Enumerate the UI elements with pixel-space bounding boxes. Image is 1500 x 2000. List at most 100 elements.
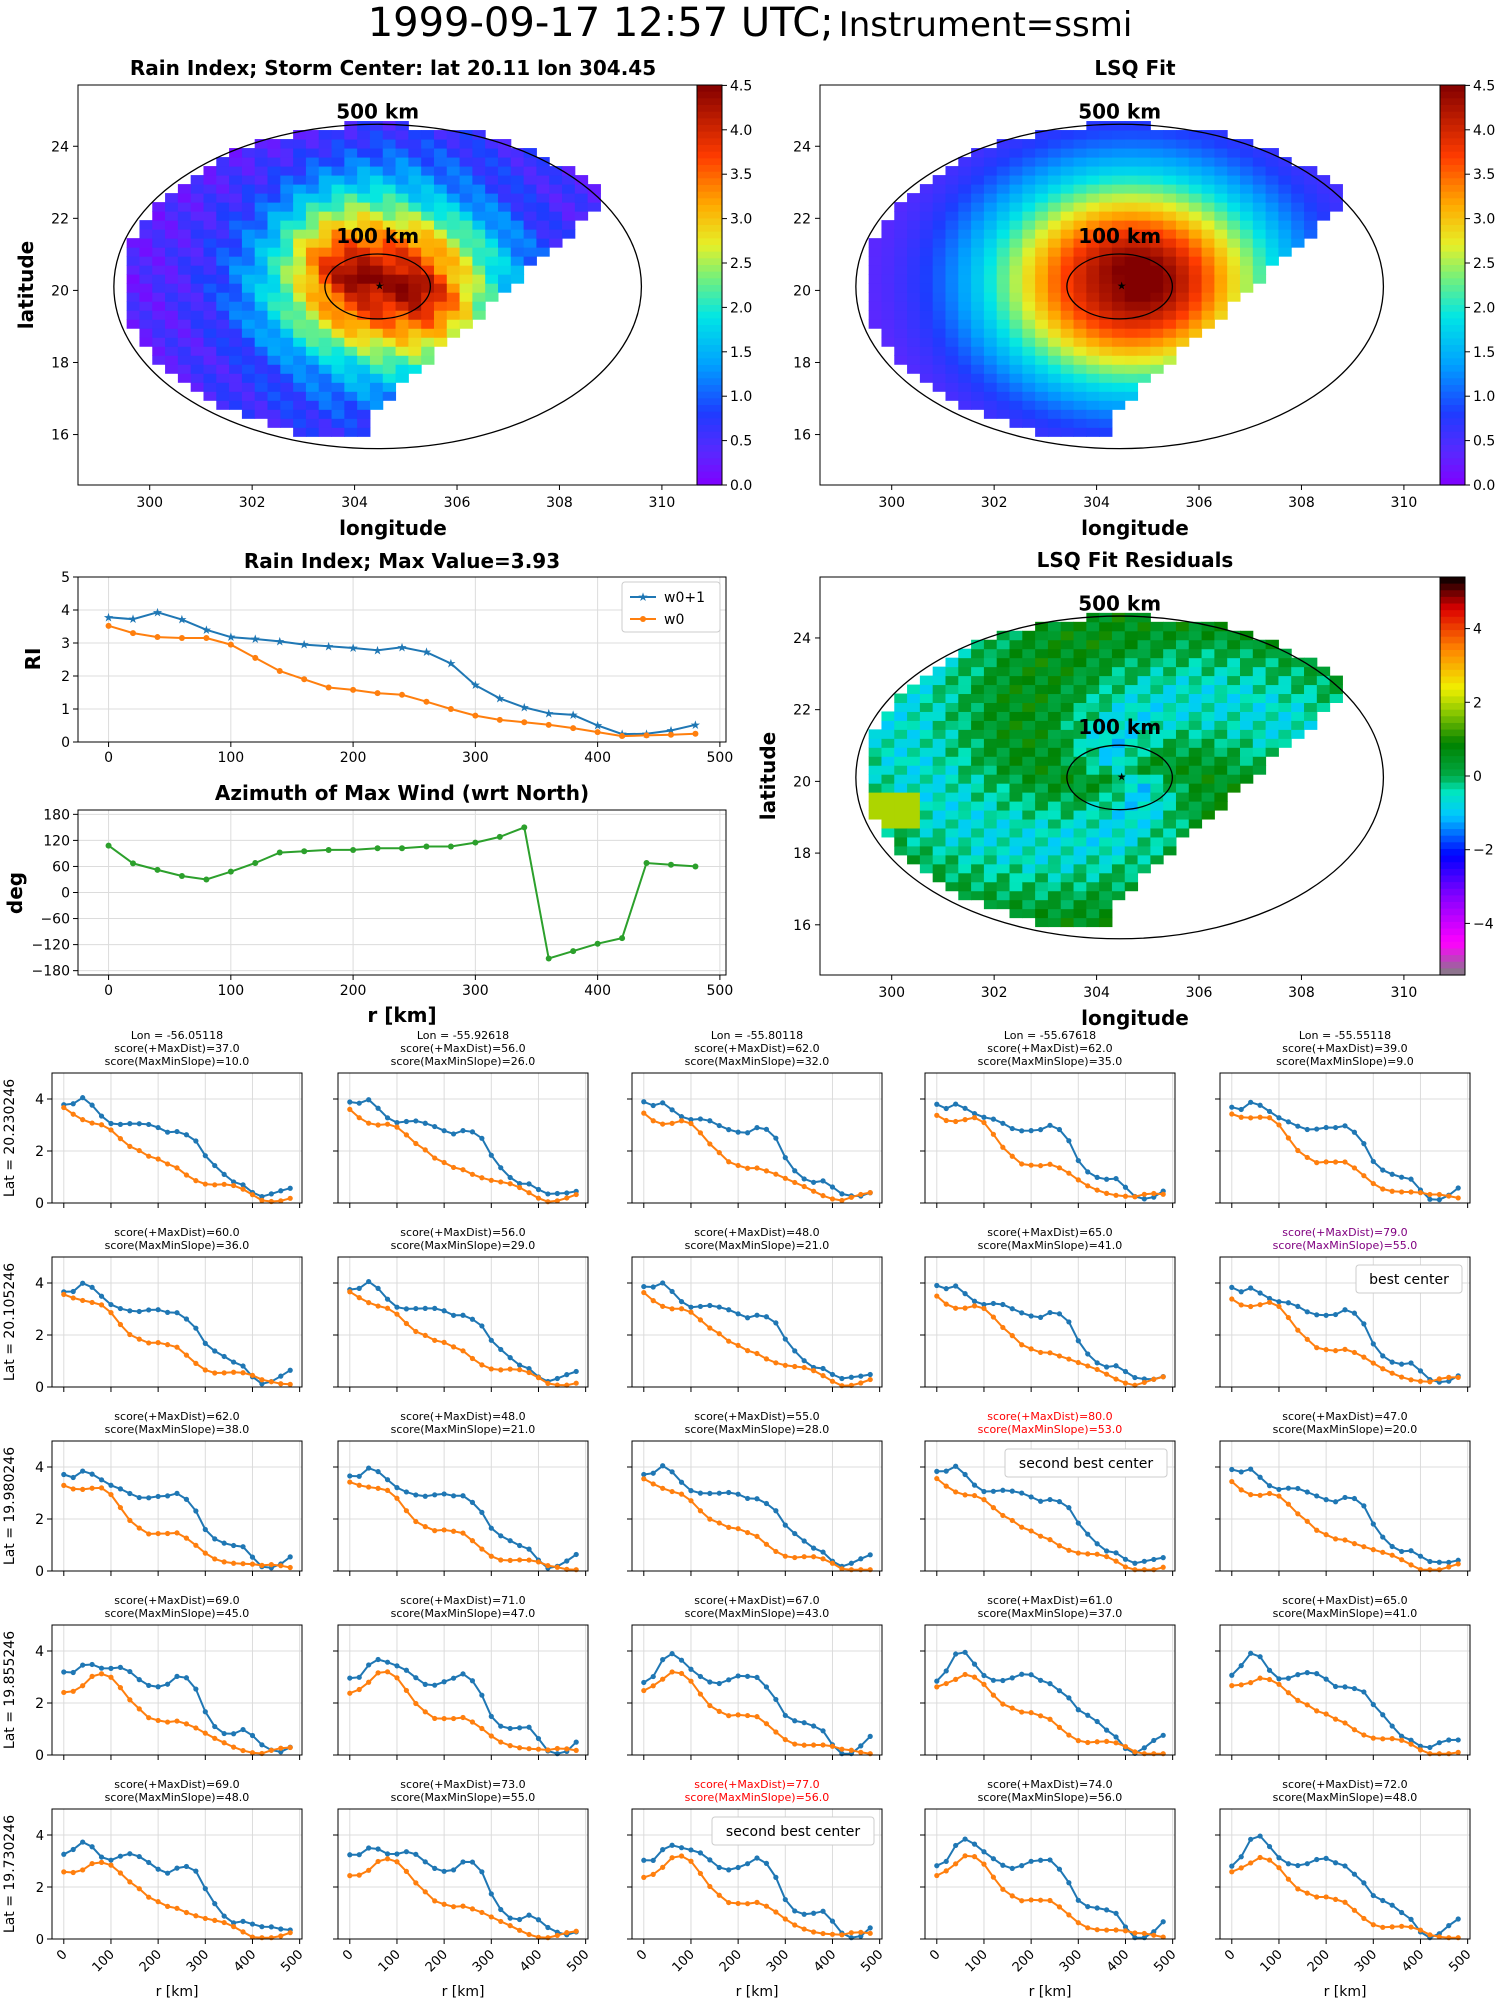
data-point <box>374 845 381 852</box>
data-point <box>1408 1741 1414 1747</box>
data-point: ★ <box>666 723 677 737</box>
map-cell <box>1163 175 1177 185</box>
map-cell <box>1060 863 1075 874</box>
map-cell <box>1124 765 1139 775</box>
map-cell <box>433 175 448 185</box>
map-cell <box>1035 639 1049 650</box>
data-point <box>735 1162 741 1169</box>
data-point <box>174 1165 180 1171</box>
data-point <box>1351 1165 1358 1171</box>
map-cell <box>1265 639 1279 650</box>
data-point <box>278 1926 284 1932</box>
map-cell <box>395 337 409 347</box>
axes-frame <box>51 1624 303 1756</box>
data-point <box>1075 1550 1081 1556</box>
map-cell <box>932 792 946 802</box>
colorbar-cell <box>1440 91 1465 99</box>
y-tick-label: 0 <box>35 1380 44 1396</box>
map-cell <box>1175 693 1190 703</box>
data-point <box>1436 1567 1442 1573</box>
map-cell <box>1022 908 1036 919</box>
data-point: ★ <box>470 678 481 692</box>
map-cell <box>1035 630 1049 641</box>
data-point <box>792 1530 798 1537</box>
data-point <box>403 1320 409 1327</box>
data-point <box>488 1914 494 1920</box>
map-cell <box>932 310 946 320</box>
map-cell <box>996 292 1011 302</box>
map-cell <box>1099 184 1113 194</box>
map-cell <box>1214 774 1228 784</box>
data-point <box>403 1118 409 1125</box>
x-tick-label: 400 <box>231 1947 259 1975</box>
storm-center-marker: ★ <box>1117 279 1127 292</box>
data-point <box>754 1125 760 1131</box>
data-point <box>240 1918 246 1924</box>
series-line-0 <box>349 1466 577 1570</box>
colorbar-cell <box>697 345 722 353</box>
map-cell <box>1060 400 1075 410</box>
map-cell <box>357 283 371 293</box>
map-cell <box>1047 373 1062 383</box>
data-point <box>460 1671 466 1677</box>
data-point <box>183 1352 190 1358</box>
map-cell <box>1124 382 1139 392</box>
data-point <box>252 654 259 661</box>
map-cell <box>1150 346 1164 356</box>
data-point: ★ <box>397 640 408 654</box>
map-cell <box>318 256 333 266</box>
map-cell <box>203 184 217 194</box>
grid-panel <box>333 1440 589 1576</box>
map-cell <box>1214 666 1228 677</box>
y-tick-label: 18 <box>51 355 69 371</box>
map-cell <box>318 184 333 194</box>
data-point <box>1436 1559 1442 1565</box>
data-point <box>183 1496 190 1502</box>
map-cell <box>1137 319 1151 329</box>
data-point <box>394 1311 400 1317</box>
map-cell <box>958 346 972 356</box>
data-point <box>801 1911 807 1917</box>
map-cell <box>983 756 998 766</box>
data-point <box>535 1917 542 1923</box>
map-cell <box>1086 729 1100 739</box>
map-cell <box>1137 810 1151 820</box>
map-cell <box>1163 630 1177 641</box>
map-cell <box>1047 238 1062 248</box>
map-cell <box>1124 328 1139 338</box>
data-point <box>249 1561 256 1567</box>
map-cell <box>1047 166 1062 176</box>
map-cell <box>983 409 998 419</box>
data-point <box>70 1295 76 1301</box>
map-cell <box>1188 184 1203 194</box>
map-cell <box>932 319 946 329</box>
data-point <box>1361 1503 1367 1509</box>
map-cell <box>1047 639 1062 650</box>
map-cell <box>382 283 397 293</box>
map-cell <box>1022 211 1036 221</box>
map-cell <box>241 310 256 320</box>
data-point <box>174 1865 180 1871</box>
map-cell <box>894 774 908 784</box>
data-point <box>1248 1680 1254 1686</box>
map-cell <box>945 337 959 347</box>
map-cell <box>945 220 959 230</box>
data-point <box>1075 1707 1081 1713</box>
data-point <box>1047 1537 1053 1543</box>
data-point <box>441 1339 447 1345</box>
map-cell <box>983 863 998 874</box>
map-cell <box>1009 400 1023 410</box>
map-cell <box>1137 783 1151 793</box>
map-cell <box>1137 657 1151 668</box>
map-title: LSQ Fit <box>1094 56 1176 80</box>
map-cell <box>1035 319 1049 329</box>
x-tick-label: 300 <box>764 1947 792 1975</box>
map-cell <box>1265 220 1279 230</box>
colorbar-cell <box>1440 902 1465 910</box>
map-cell <box>1316 693 1331 703</box>
y-axis-label: latitude <box>14 241 38 329</box>
map-cell <box>344 346 358 356</box>
map-cell <box>369 355 384 365</box>
colorbar-cell <box>1440 882 1465 890</box>
map-cell <box>1214 283 1228 293</box>
